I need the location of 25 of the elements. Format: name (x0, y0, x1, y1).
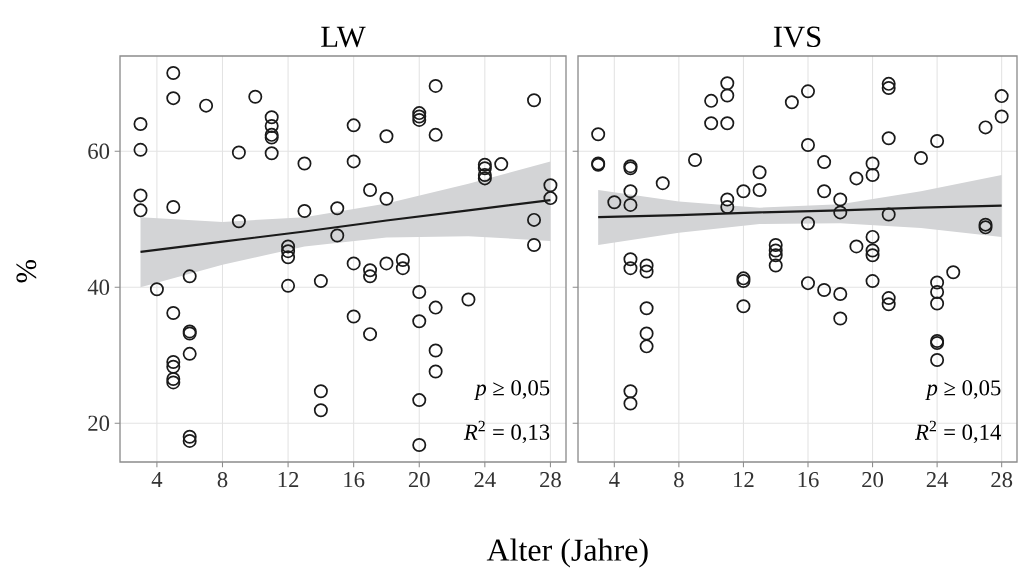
annotation: R$^{2}$ = 0,13 (463, 420, 550, 444)
y-tick-label: 20 (88, 415, 110, 431)
x-tick-label: 28 (540, 472, 561, 488)
y-tick-label: 60 (88, 143, 110, 159)
y-axis-title: % (16, 259, 37, 283)
annotation: R$^{2}$ = 0,14 (914, 420, 1001, 444)
x-tick-label: 24 (926, 472, 949, 488)
x-tick-label: 12 (734, 472, 754, 488)
chart-title: LW (321, 26, 366, 48)
x-tick-label: 8 (217, 472, 228, 488)
x-tick-label: 28 (991, 472, 1013, 488)
x-tick-label: 24 (474, 472, 496, 488)
chart-title: IVS (773, 26, 821, 48)
x-tick-label: 4 (609, 472, 620, 487)
annotation: p ≥ 0,05 (474, 380, 550, 401)
x-axis-title: Alter (Jahre) (486, 538, 648, 568)
y-tick-label: 40 (87, 279, 110, 295)
x-tick-label: 4 (151, 472, 163, 487)
x-tick-label: 20 (408, 472, 430, 488)
x-tick-label: 20 (862, 472, 884, 488)
x-tick-label: 12 (278, 472, 299, 488)
x-tick-label: 16 (344, 472, 365, 488)
x-tick-label: 8 (674, 472, 684, 488)
x-tick-label: 16 (798, 472, 819, 488)
annotation: p ≥ 0,05 (925, 380, 1001, 401)
